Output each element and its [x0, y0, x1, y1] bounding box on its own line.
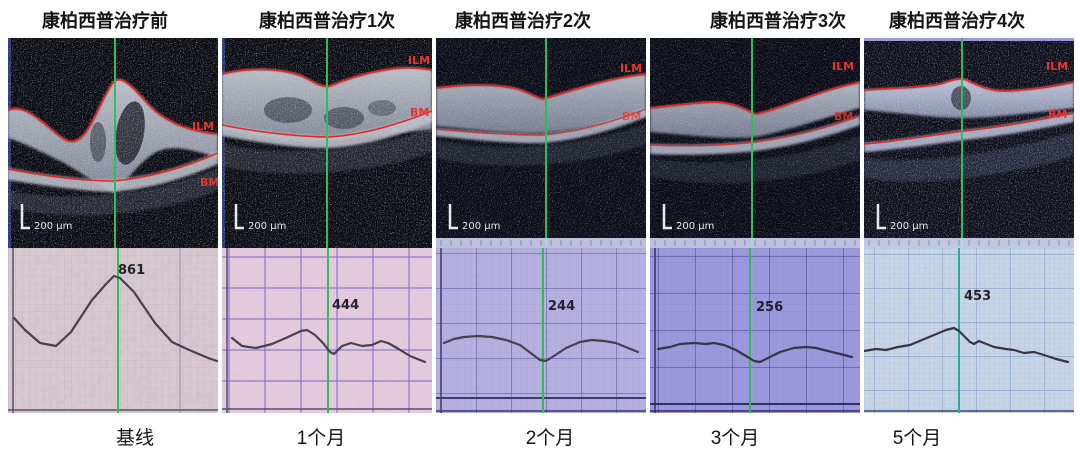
timepoint-label-baseline: 基线	[115, 428, 155, 449]
column-header-baseline: 康柏西普治疗前	[42, 11, 168, 31]
thickness-profile-baseline: 861	[8, 248, 218, 413]
speckle-noise	[864, 38, 1074, 248]
bm-line	[436, 108, 646, 136]
speckle-noise	[8, 38, 218, 248]
timepoint-label-2month: 2个月	[525, 428, 575, 449]
scale-label: 200 µm	[462, 221, 500, 232]
bm-label: BM	[834, 110, 853, 123]
scale-bar-icon	[876, 204, 886, 230]
thickness-value: 244	[548, 299, 575, 314]
ilm-line	[222, 66, 432, 88]
bm-label: BM	[200, 176, 218, 189]
bm-label: BM	[622, 110, 641, 123]
thickness-curve	[12, 274, 218, 363]
bm-label: BM	[1048, 108, 1067, 121]
scale-label: 200 µm	[248, 221, 286, 232]
paper-mottle	[864, 248, 1074, 413]
thickness-profile-3month: 256	[650, 248, 860, 413]
scale-label: 200 µm	[34, 221, 72, 232]
bm-line	[864, 112, 1074, 145]
column-header-2month: 康柏西普治疗2次	[454, 11, 592, 31]
ilm-line	[8, 78, 218, 143]
oct-scan-3month: ILM BM 200 µm	[650, 38, 860, 248]
scale-bar-icon	[662, 204, 672, 230]
thickness-value: 453	[964, 289, 991, 304]
paper-mottle	[8, 248, 218, 413]
ruler-ticks	[436, 238, 646, 248]
ilm-line	[864, 77, 1074, 92]
column-header-4month: 康柏西普治疗4次	[888, 11, 1026, 31]
ruler-ticks	[650, 238, 860, 248]
timepoint-label-5month: 5个月	[892, 428, 942, 449]
ilm-label: ILM	[408, 54, 430, 67]
scale-bar-icon	[20, 204, 30, 230]
timepoint-label-1month: 1个月	[296, 428, 346, 449]
column-header-1month: 康柏西普治疗1次	[258, 11, 396, 31]
thickness-curve	[656, 341, 854, 364]
thickness-profile-1month: 444	[222, 248, 432, 413]
scale-label: 200 µm	[890, 221, 928, 232]
thickness-curve	[230, 328, 427, 364]
oct-scan-baseline: ILM BM 200 µm	[8, 38, 218, 248]
scale-label: 200 µm	[676, 221, 714, 232]
oct-scan-1month: ILM BM 200 µm	[222, 38, 432, 248]
thickness-value: 861	[118, 263, 145, 278]
speckle-noise	[650, 38, 860, 248]
major-grid	[436, 248, 646, 413]
ruler-ticks	[864, 238, 1074, 248]
ilm-label: ILM	[832, 60, 854, 73]
bm-label: BM	[410, 106, 429, 119]
scale-bar-icon	[234, 204, 244, 230]
major-grid	[650, 248, 860, 413]
ilm-line	[436, 73, 646, 100]
speckle-noise	[436, 38, 646, 248]
thickness-value: 256	[756, 300, 783, 315]
timepoint-label-3month: 3个月	[710, 428, 760, 449]
thickness-profile-5month: 453	[864, 248, 1074, 413]
ilm-label: ILM	[192, 120, 214, 133]
ilm-line	[650, 81, 860, 115]
thickness-curve	[442, 334, 640, 363]
oct-scan-5month: ILM BM 200 µm	[864, 38, 1074, 248]
thickness-curve	[864, 326, 1070, 364]
column-header-3month: 康柏西普治疗3次	[709, 11, 847, 31]
ilm-label: ILM	[1046, 60, 1068, 73]
ilm-label: ILM	[620, 62, 642, 75]
bm-line	[222, 110, 432, 138]
thickness-profile-2month: 244	[436, 248, 646, 413]
scale-bar-icon	[448, 204, 458, 230]
bm-line	[650, 115, 860, 147]
oct-scan-2month: ILM BM 200 µm	[436, 38, 646, 248]
thickness-value: 444	[332, 298, 359, 313]
